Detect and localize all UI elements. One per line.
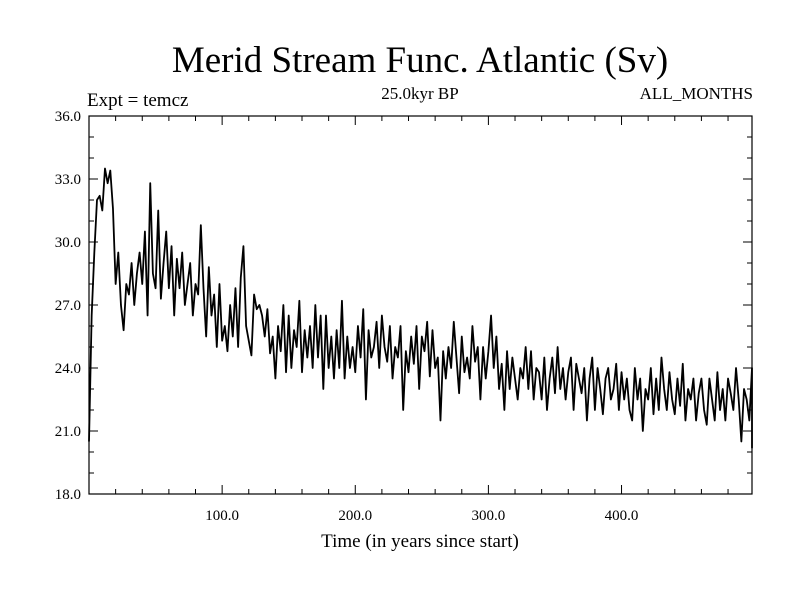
x-tick-label: 400.0 bbox=[605, 508, 639, 524]
months-label: ALL_MONTHS bbox=[640, 84, 753, 103]
x-tick-label: 200.0 bbox=[338, 508, 372, 524]
plot-frame bbox=[88, 115, 753, 495]
period-label: 25.0kyr BP bbox=[381, 84, 458, 103]
y-tick-label: 18.0 bbox=[55, 487, 81, 503]
y-tick-label: 30.0 bbox=[55, 235, 81, 251]
x-axis-label: Time (in years since start) bbox=[321, 531, 519, 552]
x-tick-label: 100.0 bbox=[205, 508, 239, 524]
axis-ticks bbox=[89, 115, 752, 495]
y-tick-labels: 18.0 21.0 24.0 27.0 30.0 33.0 36.0 bbox=[55, 109, 81, 503]
y-tick-label: 36.0 bbox=[55, 109, 81, 125]
y-tick-label: 33.0 bbox=[55, 172, 81, 188]
experiment-label: Expt = temcz bbox=[87, 90, 188, 111]
series-line bbox=[88, 167, 753, 449]
x-tick-labels: 100.0 200.0 300.0 400.0 bbox=[205, 508, 638, 524]
y-tick-label: 21.0 bbox=[55, 424, 81, 440]
x-tick-label: 300.0 bbox=[472, 508, 506, 524]
y-tick-label: 24.0 bbox=[55, 361, 81, 377]
chart-title: Merid Stream Func. Atlantic (Sv) bbox=[172, 40, 668, 81]
y-tick-label: 27.0 bbox=[55, 298, 81, 314]
